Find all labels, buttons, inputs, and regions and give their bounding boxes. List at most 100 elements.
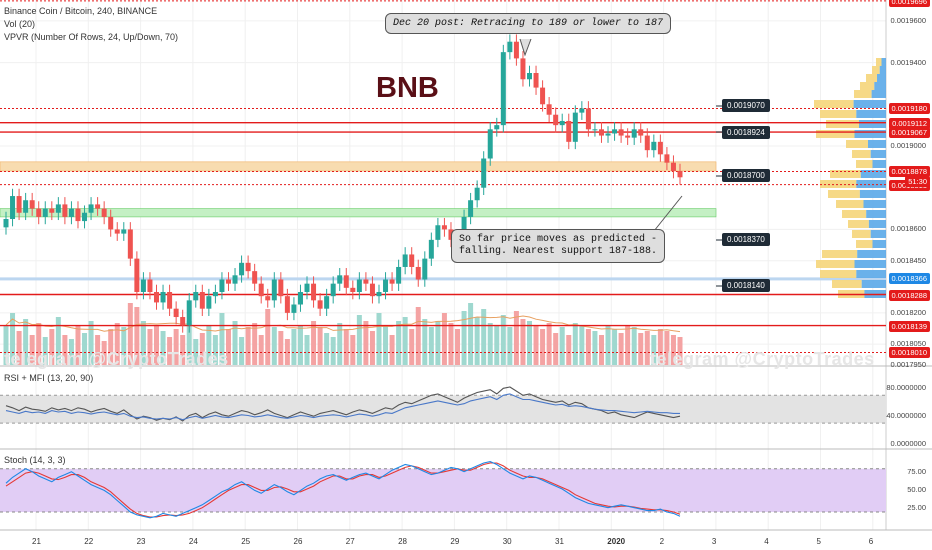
volume-bar — [62, 335, 68, 365]
volume-bar — [605, 325, 611, 365]
stoch-k-line — [5, 461, 681, 519]
candle-body — [474, 187, 480, 201]
candle-body — [389, 279, 395, 284]
candle-body — [363, 279, 369, 284]
time-tick: 6 — [868, 537, 874, 546]
vpvr-down — [868, 220, 886, 228]
candle-body — [337, 275, 343, 284]
price-label: 0.0018366 — [888, 273, 930, 285]
price-label: 0.0018288 — [888, 289, 930, 301]
time-tick: 3 — [711, 537, 717, 546]
volume-bar — [461, 311, 467, 365]
volume-bars — [3, 303, 683, 365]
candle-body — [435, 225, 441, 240]
blue-level — [0, 277, 886, 281]
volume-bar — [448, 323, 454, 365]
candle-body — [212, 292, 218, 297]
vpvr-up — [876, 58, 882, 66]
candle-body — [245, 262, 251, 272]
candle-body — [114, 229, 120, 234]
candle-body — [147, 279, 153, 292]
volume-bar — [664, 331, 670, 365]
vpvr-down — [854, 260, 886, 268]
candle-body — [252, 271, 258, 284]
candle-body — [134, 258, 140, 292]
vpvr-down — [879, 66, 886, 74]
volume-bar — [180, 335, 186, 365]
time-tick: 5 — [816, 537, 821, 546]
volume-bar — [494, 325, 500, 365]
candle-body — [657, 141, 663, 155]
volume-bar — [225, 329, 231, 365]
callout-pointer-top — [519, 38, 532, 57]
volume-bar — [219, 313, 225, 365]
volume-bar — [487, 323, 493, 365]
candle-body — [468, 200, 474, 217]
candle-body — [520, 58, 526, 80]
candle-body — [193, 292, 199, 301]
price-tick: 0.0019400 — [890, 57, 926, 67]
candle-body — [199, 292, 205, 309]
candle-body — [173, 308, 179, 318]
volume-bar — [317, 327, 323, 365]
price-tick: 0.0018600 — [890, 224, 926, 234]
candle-body — [42, 208, 48, 217]
candle-body — [75, 208, 81, 222]
price-tick: 0.0018050 — [890, 339, 926, 349]
candle-body — [82, 212, 88, 222]
volume-bar — [631, 327, 637, 365]
volume-bar — [173, 329, 179, 365]
candle-body — [553, 114, 559, 126]
vpvr-up — [820, 110, 857, 118]
support-zone — [0, 208, 717, 218]
candle-body — [186, 300, 192, 326]
volume-bar — [520, 319, 526, 365]
vpvr-up — [854, 90, 872, 98]
candle-body — [625, 135, 631, 138]
candle-body — [16, 196, 22, 213]
volume-bar — [343, 329, 349, 365]
candle-body — [369, 283, 375, 297]
volume-bar — [422, 319, 428, 365]
volume-bar — [592, 331, 598, 365]
candle-body — [291, 304, 297, 313]
chart-title: BNB — [376, 72, 439, 104]
volume-bar — [677, 337, 683, 365]
volume-bar — [108, 329, 114, 365]
candle-body — [265, 296, 271, 301]
volume-bar — [297, 325, 303, 365]
stoch-line: Stoch (14, 3, 3) — [4, 455, 66, 465]
candle-body — [677, 171, 683, 178]
price-label: 0.0019067 — [888, 127, 930, 139]
candle-body — [49, 208, 55, 213]
volume-bar — [29, 335, 35, 365]
volume-bar — [566, 335, 572, 365]
volume-bar — [154, 325, 160, 365]
volume-bar — [441, 313, 447, 365]
time-tick: 21 — [32, 537, 41, 546]
vpvr-down — [856, 180, 886, 188]
stoch-tick: 25.00 — [907, 503, 926, 513]
candle-body — [232, 275, 238, 284]
candle-body — [441, 225, 447, 230]
volume-bar — [42, 337, 48, 365]
candle-body — [428, 239, 434, 259]
vpvr-up — [848, 220, 869, 228]
volume-bar — [363, 321, 369, 365]
vpvr-up — [830, 170, 861, 178]
level-tag-2: 0.0018924 — [722, 126, 770, 139]
countdown-label: 51:30 — [905, 176, 930, 188]
price-label: 0.0019112 — [889, 117, 930, 129]
candle-body — [330, 283, 336, 297]
candle-body — [376, 292, 382, 297]
candle-body — [559, 120, 565, 126]
candle-body — [278, 279, 284, 297]
volume-bar — [369, 331, 375, 365]
candle-body — [271, 279, 277, 301]
candle-body — [127, 229, 133, 259]
vpvr-up — [814, 100, 854, 108]
candle-body — [206, 296, 212, 309]
time-tick: 23 — [136, 537, 146, 546]
volume-bar — [337, 323, 343, 365]
